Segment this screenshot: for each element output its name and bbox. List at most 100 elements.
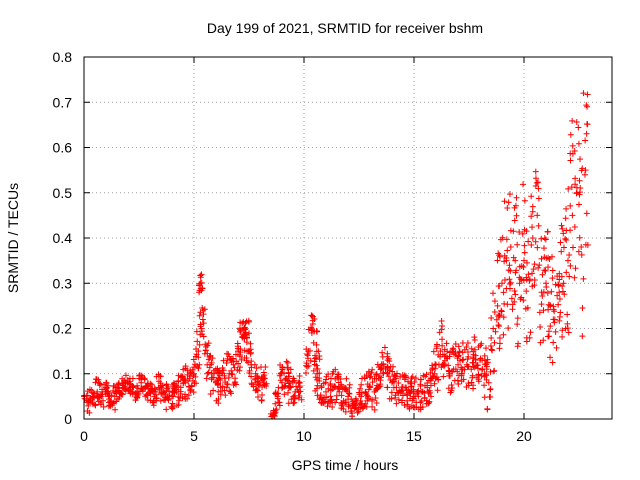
data-point-sample xyxy=(550,339,557,346)
data-point-sample xyxy=(306,347,313,354)
data-point-sample xyxy=(232,351,239,358)
data-point-sample xyxy=(362,400,369,407)
data-point-sample xyxy=(507,267,514,274)
data-point-sample xyxy=(245,359,252,366)
data-point-sample xyxy=(287,366,294,373)
data-point-sample xyxy=(497,236,504,243)
data-point-sample xyxy=(243,354,250,361)
data-point-sample xyxy=(197,274,204,281)
data-point-sample xyxy=(549,275,556,282)
data-point-sample xyxy=(475,344,482,351)
data-point-sample xyxy=(207,390,214,397)
data-point-sample xyxy=(253,365,260,372)
data-point-sample xyxy=(229,371,236,378)
data-point-sample xyxy=(215,395,222,402)
data-point-sample xyxy=(248,373,255,380)
data-point-sample xyxy=(556,317,563,324)
data-point-sample xyxy=(572,181,579,188)
data-point-sample xyxy=(227,388,234,395)
x-axis-label: GPS time / hours xyxy=(292,457,399,473)
data-point-sample xyxy=(285,389,292,396)
data-point-sample xyxy=(208,359,215,366)
data-point-sample xyxy=(584,91,591,98)
y-tick-label: 0.3 xyxy=(53,275,73,291)
data-point-sample xyxy=(232,379,239,386)
data-point xyxy=(494,302,501,309)
data-point-sample xyxy=(471,346,478,353)
data-point-sample xyxy=(558,248,565,255)
data-point-sample xyxy=(493,316,500,323)
data-point-sample xyxy=(521,197,528,204)
data-point-sample xyxy=(262,364,269,371)
data-point-sample xyxy=(449,385,456,392)
data-point xyxy=(525,271,532,278)
data-point-sample xyxy=(464,339,471,346)
data-point-sample xyxy=(440,373,447,380)
data-point-sample xyxy=(195,365,202,372)
data-point-sample xyxy=(506,262,513,269)
data-point-sample xyxy=(241,331,248,338)
data-point-sample xyxy=(536,262,543,269)
data-point-sample xyxy=(483,372,490,379)
data-point-sample xyxy=(219,383,226,390)
data-point-sample xyxy=(338,392,345,399)
data-point-sample xyxy=(200,333,207,340)
x-tick-label: 10 xyxy=(296,428,312,444)
data-point-sample xyxy=(379,349,386,356)
data-point-sample xyxy=(514,241,521,248)
x-tick-label: 15 xyxy=(406,428,422,444)
data-point-sample xyxy=(531,277,538,284)
data-point-sample xyxy=(470,385,477,392)
data-point-sample xyxy=(285,369,292,376)
data-point-sample xyxy=(579,304,586,311)
data-point-sample xyxy=(132,391,139,398)
data-point-sample xyxy=(405,387,412,394)
data-point-sample xyxy=(516,229,523,236)
data-point-sample xyxy=(511,288,518,295)
data-point-sample xyxy=(85,402,92,409)
data-point-sample xyxy=(520,297,527,304)
data-point-sample xyxy=(534,179,541,186)
data-point-sample xyxy=(182,391,189,398)
data-point-sample xyxy=(200,320,207,327)
data-point-sample xyxy=(495,250,502,257)
data-point-sample xyxy=(220,367,227,374)
data-point-sample xyxy=(550,306,557,313)
data-point-sample xyxy=(572,265,579,272)
data-point-sample xyxy=(148,381,155,388)
data-point-sample xyxy=(510,254,517,261)
data-point-sample xyxy=(106,392,113,399)
data-point-sample xyxy=(315,348,322,355)
data-point-sample xyxy=(504,247,511,254)
data-point-sample xyxy=(369,403,376,410)
data-point-sample xyxy=(469,359,476,366)
data-point-sample xyxy=(310,367,317,374)
data-point-sample xyxy=(388,389,395,396)
data-point-sample xyxy=(371,406,378,413)
data-point-sample xyxy=(526,277,533,284)
data-point-sample xyxy=(559,327,566,334)
data-point-sample xyxy=(231,380,238,387)
data-point-sample xyxy=(323,373,330,380)
data-point-sample xyxy=(514,315,521,322)
data-point-sample xyxy=(129,375,136,382)
data-point-sample xyxy=(353,405,360,412)
data-point-sample xyxy=(523,334,530,341)
data-point-sample xyxy=(501,252,508,259)
data-point-sample xyxy=(185,383,192,390)
data-point-sample xyxy=(427,382,434,389)
data-point-sample xyxy=(233,358,240,365)
data-point-sample xyxy=(413,399,420,406)
data-point-sample xyxy=(452,366,459,373)
data-point-sample xyxy=(282,376,289,383)
data-point-sample xyxy=(494,257,501,264)
data-point-sample xyxy=(152,388,159,395)
data-point xyxy=(485,379,492,386)
data-point-sample xyxy=(450,346,457,353)
data-point-sample xyxy=(237,346,244,353)
data-point-sample xyxy=(170,393,177,400)
data-point-sample xyxy=(529,283,536,290)
data-point-sample xyxy=(535,222,542,229)
data-point-sample xyxy=(320,380,327,387)
